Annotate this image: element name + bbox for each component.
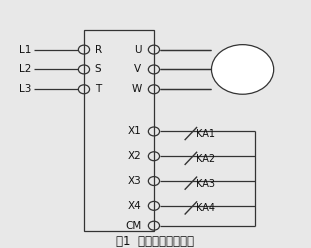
Text: KA3: KA3 bbox=[196, 179, 215, 188]
Text: S: S bbox=[95, 64, 101, 74]
Text: W: W bbox=[131, 84, 142, 94]
Text: R: R bbox=[95, 45, 102, 55]
Text: V: V bbox=[134, 64, 142, 74]
Text: 图1  设置多段速控制端: 图1 设置多段速控制端 bbox=[117, 235, 194, 248]
Bar bbox=[84, 30, 154, 231]
Text: KA1: KA1 bbox=[196, 129, 215, 139]
Text: X2: X2 bbox=[128, 151, 142, 161]
Text: X1: X1 bbox=[128, 126, 142, 136]
Text: T: T bbox=[95, 84, 101, 94]
Text: CM: CM bbox=[125, 221, 142, 231]
Text: L1: L1 bbox=[19, 45, 31, 55]
Text: KA2: KA2 bbox=[196, 154, 215, 164]
Text: U: U bbox=[134, 45, 142, 55]
Text: X3: X3 bbox=[128, 176, 142, 186]
Text: L2: L2 bbox=[19, 64, 31, 74]
Text: M: M bbox=[238, 63, 248, 76]
Text: KA4: KA4 bbox=[196, 203, 215, 213]
Text: X4: X4 bbox=[128, 201, 142, 211]
Text: L3: L3 bbox=[19, 84, 31, 94]
Circle shape bbox=[211, 45, 274, 94]
